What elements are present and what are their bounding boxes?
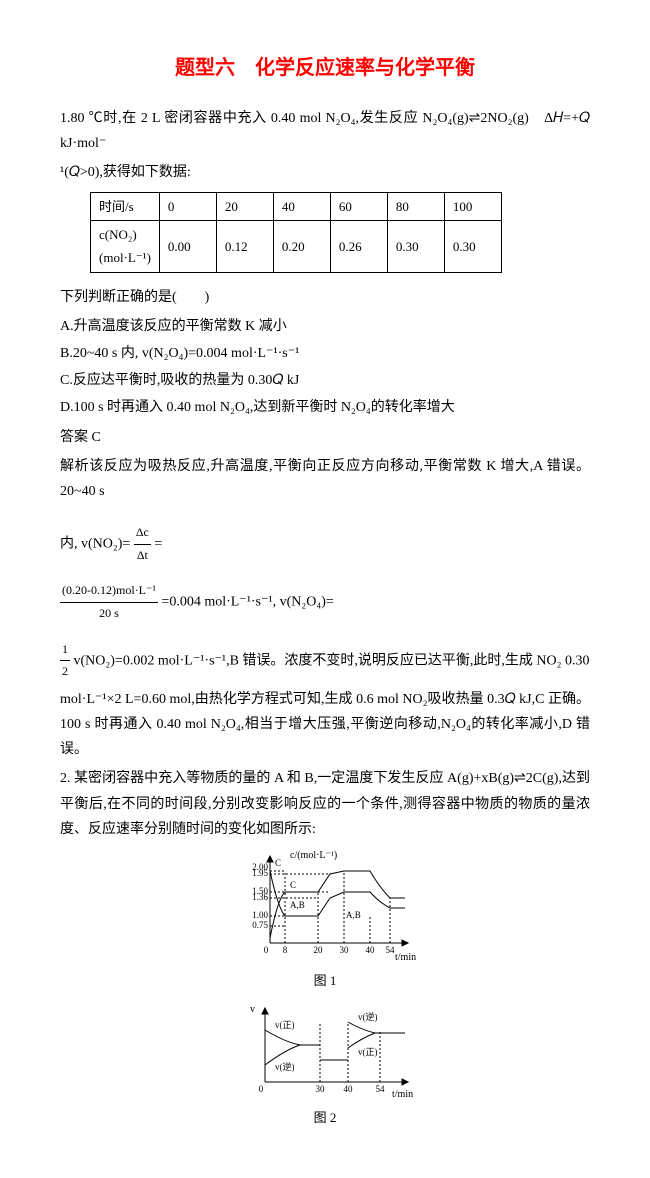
table-cell: 20	[216, 192, 273, 220]
fig1-ylabel: c/(mol·L⁻¹)	[290, 850, 337, 861]
q1-explain-a: 解析该反应为吸热反应,升高温度,平衡向正反应方向移动,平衡常数 K 增大,A 错…	[60, 454, 590, 504]
fig2-xtick: 40	[344, 1084, 354, 1094]
page-title: 题型六 化学反应速率与化学平衡	[60, 50, 590, 86]
fig1-xtick: 8	[283, 945, 288, 955]
table-cell: 80	[387, 192, 444, 220]
fig1-series-label: A,B	[290, 900, 305, 910]
q1-option-c: C.反应达平衡时,吸收的热量为 0.30𝑄 kJ	[60, 368, 590, 393]
q1-data-table: 时间/s 0 20 40 60 80 100 c(NO₂) (mol·L⁻¹) …	[90, 192, 502, 273]
q1-explain-e: mol·L⁻¹×2 L=0.60 mol,由热化学方程式可知,生成 0.6 mo…	[60, 687, 590, 763]
table-cell: 0.30	[444, 220, 501, 272]
fig1-ytick: 2.00	[252, 862, 268, 872]
q1-option-b: B.20~40 s 内, v(N₂O₄)=0.004 mol·L⁻¹·s⁻¹	[60, 341, 590, 366]
q1-explain-d-line: 1 2 v(NO₂)=0.002 mol·L⁻¹·s⁻¹,B 错误。浓度不变时,…	[60, 639, 590, 683]
frac1-num: Δc	[134, 522, 151, 545]
fig2-svg: v(正) v(逆) v(逆) v(正) 30 40 54 v t/min 0	[230, 1000, 420, 1100]
fig1-xtick: 30	[340, 945, 350, 955]
table-cell: 0	[159, 192, 216, 220]
q1-answer: 答案 C	[60, 425, 590, 450]
fig1-ytick: 1.00	[252, 910, 268, 920]
frac2-den: 20 s	[60, 603, 158, 625]
fig2-label: 图 2	[60, 1106, 590, 1129]
fig1-ytick: 1.50	[252, 886, 268, 896]
fig1-xtick: 40	[366, 945, 376, 955]
fig2-vr-label: v(逆)	[275, 1061, 295, 1072]
table-row: 时间/s 0 20 40 60 80 100	[91, 192, 502, 220]
q1-judge: 下列判断正确的是( )	[60, 285, 590, 310]
q2-stem: 2. 某密闭容器中充入等物质的量的 A 和 B,一定温度下发生反应 A(g)+x…	[60, 766, 590, 842]
fig1-series-label: A,B	[346, 910, 361, 920]
q1-option-d: D.100 s 时再通入 0.40 mol N₂O₄,达到新平衡时 N₂O₄的转…	[60, 395, 590, 420]
fig2-xlabel: t/min	[392, 1089, 413, 1100]
eq-sign-1: =	[154, 537, 162, 552]
table-cell: 0.00	[159, 220, 216, 272]
q1-option-a: A.升高温度该反应的平衡常数 K 减小	[60, 314, 590, 339]
fig2-vr-label2: v(逆)	[358, 1011, 378, 1022]
fig2-origin: 0	[259, 1084, 264, 1094]
table-header-conc: c(NO₂) (mol·L⁻¹)	[91, 220, 160, 272]
fig1-series-label: C	[290, 880, 296, 890]
frac3-den: 2	[60, 661, 70, 683]
table-cell: 0.26	[330, 220, 387, 272]
table-cell: 40	[273, 192, 330, 220]
q1-explain-d: v(NO₂)=0.002 mol·L⁻¹·s⁻¹,B 错误。浓度不变时,说明反应…	[74, 653, 590, 668]
fig1-xtick: 54	[386, 945, 396, 955]
q1-explain-b-line: 内, v(NO₂)= Δc Δt =	[60, 522, 590, 566]
frac3-num: 1	[60, 639, 70, 662]
table-cell: 0.12	[216, 220, 273, 272]
figure-2: v(正) v(逆) v(逆) v(正) 30 40 54 v t/min 0	[60, 1000, 590, 1100]
fig2-xtick: 30	[316, 1084, 326, 1094]
table-cell: 0.20	[273, 220, 330, 272]
fig2-vf-label2: v(正)	[358, 1047, 378, 1057]
q1-stem-line2: ¹(𝑄>0),获得如下数据:	[60, 160, 590, 185]
fig2-ylabel: v	[250, 1004, 255, 1015]
table-header-time: 时间/s	[91, 192, 160, 220]
frac2-num: (0.20-0.12)mol·L⁻¹	[60, 580, 158, 603]
fraction-1: Δc Δt	[134, 522, 151, 566]
table-cell: 0.30	[387, 220, 444, 272]
fig2-xtick: 54	[376, 1084, 386, 1094]
conc-label-a: c(NO₂)	[99, 223, 151, 246]
frac1-den: Δt	[134, 545, 151, 567]
fig1-xlabel: t/min	[395, 952, 416, 963]
table-cell: 100	[444, 192, 501, 220]
fig2-vf-label: v(正)	[275, 1020, 295, 1030]
fig1-series-label: C	[275, 858, 281, 868]
conc-label-b: (mol·L⁻¹)	[99, 246, 151, 269]
fig1-xtick: 20	[314, 945, 324, 955]
q1-explain-c-line: (0.20-0.12)mol·L⁻¹ 20 s =0.004 mol·L⁻¹·s…	[60, 580, 590, 624]
q1-stem-line1: 1.80 ℃时,在 2 L 密闭容器中充入 0.40 mol N₂O₄,发生反应…	[60, 106, 590, 156]
table-cell: 60	[330, 192, 387, 220]
table-row: c(NO₂) (mol·L⁻¹) 0.00 0.12 0.20 0.26 0.3…	[91, 220, 502, 272]
fraction-3: 1 2	[60, 639, 70, 683]
fraction-2: (0.20-0.12)mol·L⁻¹ 20 s	[60, 580, 158, 624]
fig1-svg: 0.75 1.00 1.36 1.50 1.95 2.00 8 20 30 40…	[230, 848, 420, 963]
q1-explain-c: =0.004 mol·L⁻¹·s⁻¹, v(N₂O₄)=	[161, 595, 333, 610]
fig1-label: 图 1	[60, 969, 590, 992]
fig1-origin: 0	[264, 945, 269, 955]
q1-explain-b: 内, v(NO₂)=	[60, 537, 130, 552]
figure-1: 0.75 1.00 1.36 1.50 1.95 2.00 8 20 30 40…	[60, 848, 590, 963]
fig1-ytick: 0.75	[252, 920, 268, 930]
